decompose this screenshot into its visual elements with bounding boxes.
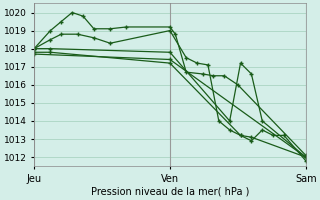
X-axis label: Pression niveau de la mer( hPa ): Pression niveau de la mer( hPa ) bbox=[91, 187, 249, 197]
